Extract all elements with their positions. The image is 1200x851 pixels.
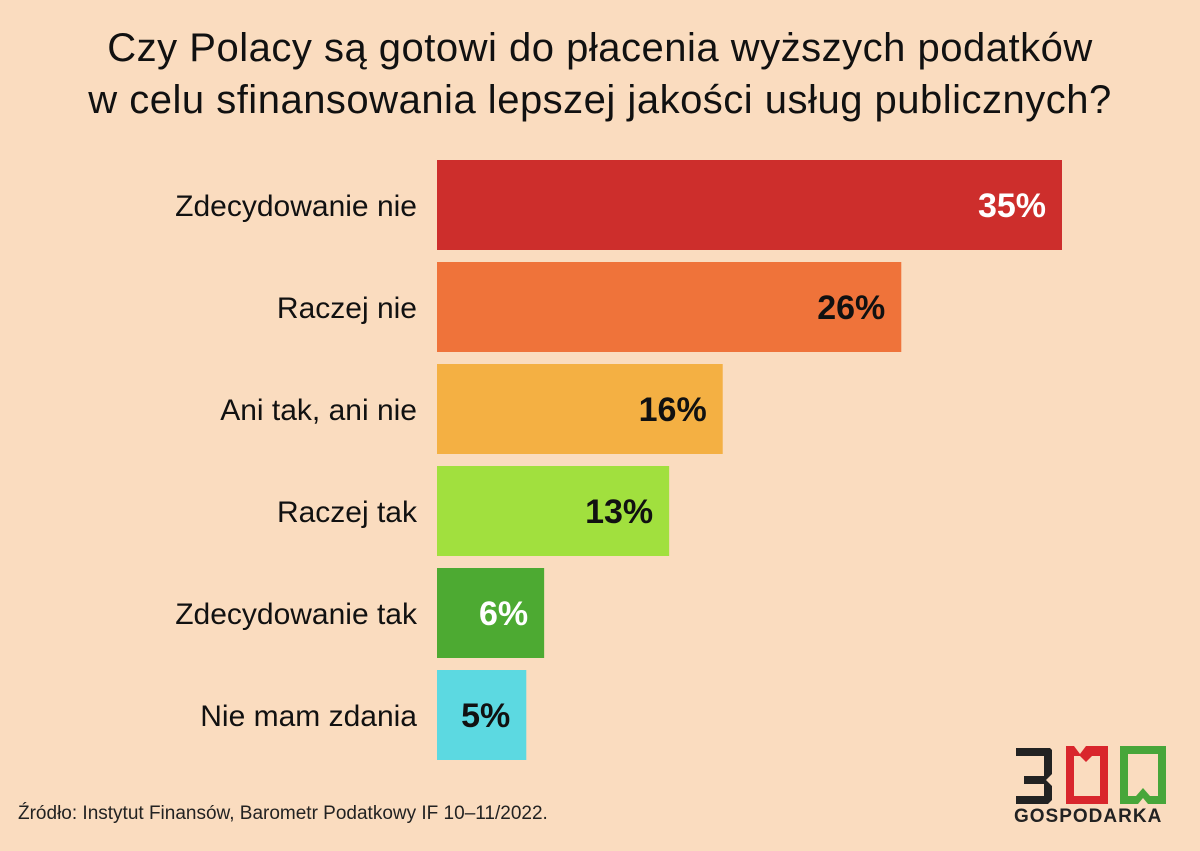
bar-5 <box>437 670 527 760</box>
category-label-0: Zdecydowanie nie <box>175 190 417 223</box>
category-label-2: Ani tak, ani nie <box>220 394 417 427</box>
bar-0 <box>437 160 1062 250</box>
value-label-1: 26% <box>817 289 885 327</box>
bar-2 <box>437 364 723 454</box>
logo-digit-3 <box>1016 748 1052 804</box>
bar-4 <box>437 568 545 658</box>
category-label-4: Zdecydowanie tak <box>175 598 418 631</box>
value-label-4: 6% <box>479 595 528 633</box>
logo-digit-0-red <box>1066 746 1108 804</box>
value-label-2: 16% <box>639 391 707 429</box>
chart-title-line-2: w celu sfinansowania lepszej jakości usł… <box>88 78 1112 122</box>
category-label-1: Raczej nie <box>277 292 417 325</box>
category-label-5: Nie mam zdania <box>200 700 417 733</box>
logo-text: GOSPODARKA <box>1014 806 1163 827</box>
category-label-3: Raczej tak <box>277 496 418 529</box>
chart-title: Czy Polacy są gotowi do płacenia wyższyc… <box>0 22 1200 126</box>
chart-title-line-1: Czy Polacy są gotowi do płacenia wyższyc… <box>107 26 1093 70</box>
source-note: Źródło: Instytut Finansów, Barometr Poda… <box>18 803 548 824</box>
gospodarka-logo <box>1016 746 1166 804</box>
value-label-0: 35% <box>978 187 1046 225</box>
bar-3 <box>437 466 670 556</box>
value-label-3: 13% <box>585 493 653 531</box>
bar-1 <box>437 262 902 352</box>
logo-digit-0-green <box>1120 746 1166 804</box>
value-label-5: 5% <box>461 697 510 735</box>
